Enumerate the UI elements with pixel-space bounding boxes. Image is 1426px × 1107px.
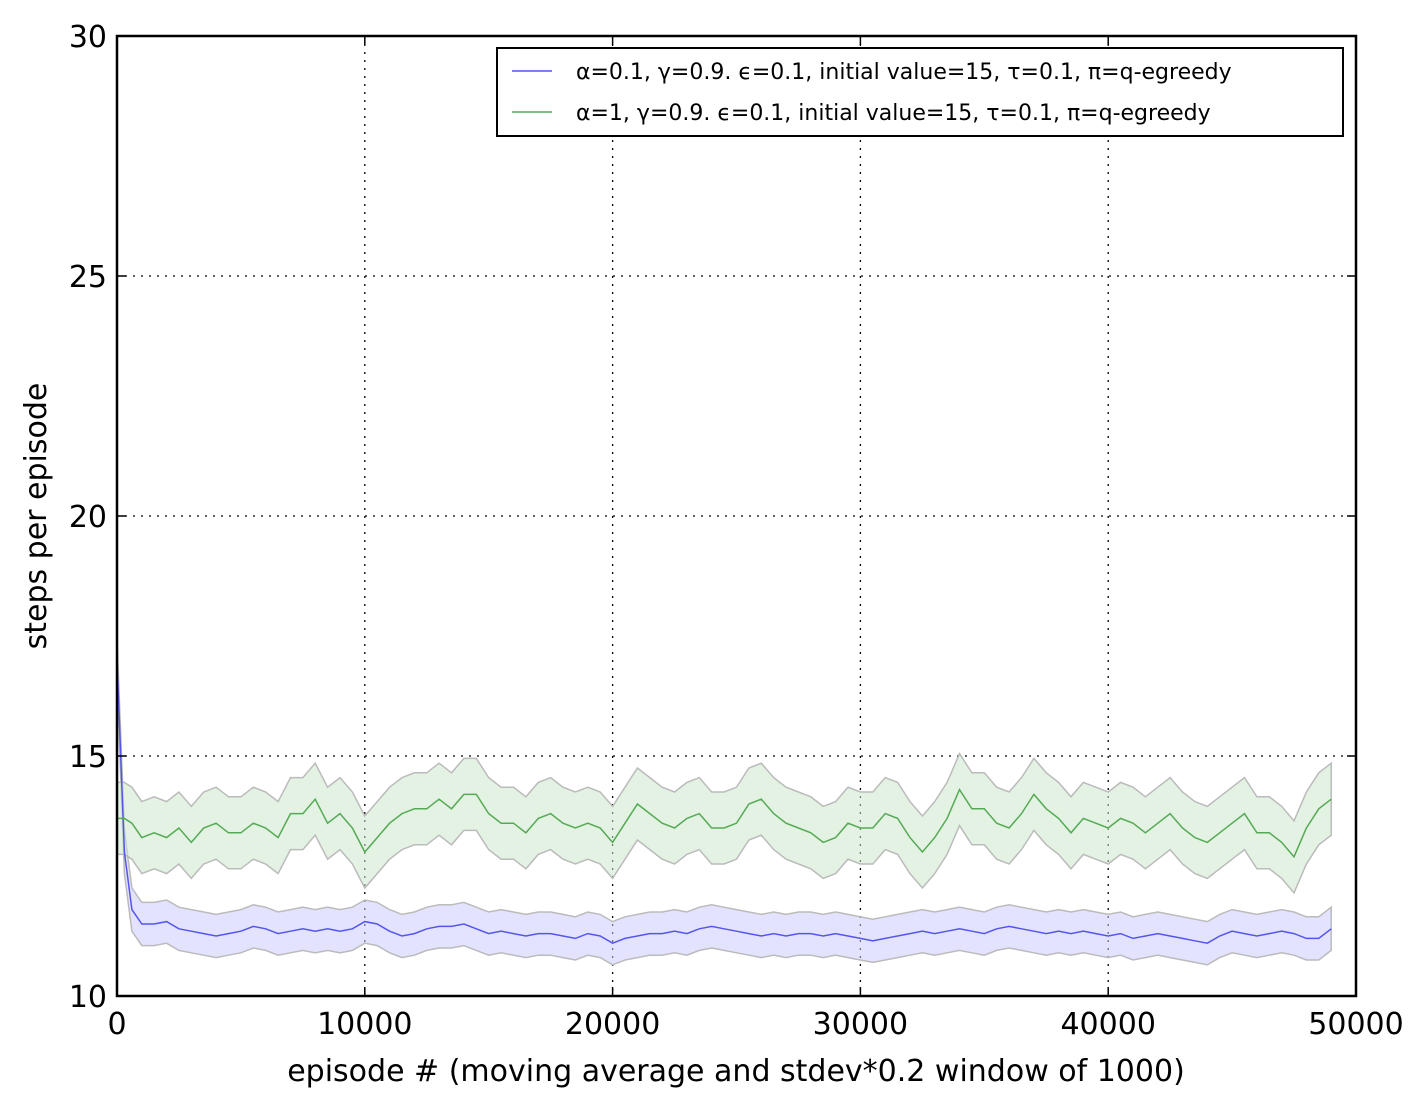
y-tick-label: 25 xyxy=(69,260,107,295)
y-tick-labels: 10 15 20 25 30 xyxy=(69,20,107,1015)
x-tick-label: 20000 xyxy=(565,1007,660,1042)
series-line-2 xyxy=(117,788,1332,859)
x-tick-label: 40000 xyxy=(1060,1007,1155,1042)
y-tick-label: 20 xyxy=(69,500,107,535)
legend-label-series-1: α=0.1, γ=0.9. ϵ=0.1, initial value=15, τ… xyxy=(576,60,1232,85)
series-band-2 xyxy=(116,752,1332,895)
legend-box xyxy=(496,47,1344,137)
series-lines xyxy=(116,659,1332,945)
x-tick-label: 0 xyxy=(107,1007,126,1042)
legend-label-series-2: α=1, γ=0.9. ϵ=0.1, initial value=15, τ=0… xyxy=(576,101,1211,126)
x-tick-labels: 0 10000 20000 30000 40000 50000 xyxy=(107,1007,1403,1042)
y-tick-label: 30 xyxy=(69,20,107,55)
y-axis-label: steps per episode xyxy=(19,383,54,650)
x-tick-label: 10000 xyxy=(317,1007,412,1042)
x-tick-label: 50000 xyxy=(1308,1007,1403,1042)
x-axis-label: episode # (moving average and stdev*0.2 … xyxy=(287,1054,1185,1089)
series-line-1 xyxy=(116,659,1332,945)
axis-ticks xyxy=(116,35,1357,997)
y-tick-label: 15 xyxy=(69,740,107,775)
grid xyxy=(117,36,1356,996)
x-tick-label: 30000 xyxy=(813,1007,908,1042)
y-tick-label: 10 xyxy=(69,980,107,1015)
legend: α=0.1, γ=0.9. ϵ=0.1, initial value=15, τ… xyxy=(496,47,1344,137)
